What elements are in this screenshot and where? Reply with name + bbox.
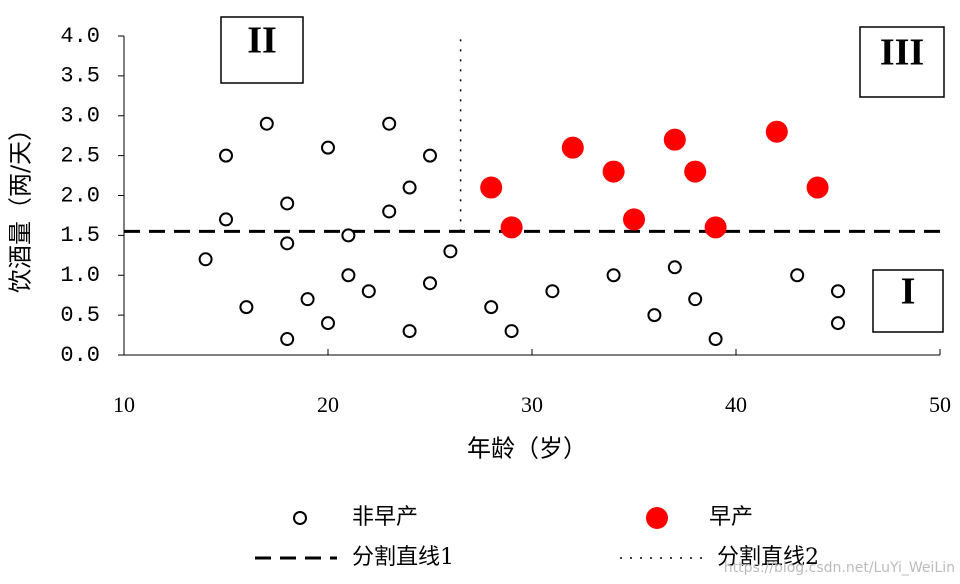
legend-label: 非早产 xyxy=(352,505,418,530)
point-filled xyxy=(806,176,829,199)
x-axis-title: 年龄（岁） xyxy=(467,435,587,463)
x-tick-label: 20 xyxy=(317,392,339,417)
point-open xyxy=(423,148,437,163)
point-open xyxy=(361,284,376,299)
y-tick-label: 2.5 xyxy=(60,143,100,168)
point-open xyxy=(300,292,315,307)
point-open xyxy=(280,332,295,347)
point-filled xyxy=(663,128,686,151)
point-filled xyxy=(480,176,503,199)
y-tick-label: 2.0 xyxy=(60,183,100,208)
point-filled xyxy=(765,120,788,143)
point-open xyxy=(423,276,437,291)
region-box xyxy=(859,26,945,98)
point-open xyxy=(504,324,519,339)
x-tick-label: 50 xyxy=(929,392,951,417)
x-tick-label: 40 xyxy=(725,392,747,417)
y-tick-label: 0.0 xyxy=(60,343,100,368)
point-open xyxy=(402,324,417,339)
point-open xyxy=(484,300,499,315)
point-filled xyxy=(684,160,707,183)
point-open xyxy=(382,204,397,219)
y-tick-label: 0.5 xyxy=(60,303,100,328)
point-open xyxy=(198,252,213,267)
legend-marker xyxy=(646,507,668,529)
x-tick-label: 30 xyxy=(521,392,543,417)
point-filled xyxy=(623,208,645,231)
point-open xyxy=(647,308,662,323)
region-label: III xyxy=(880,32,924,74)
point-open xyxy=(239,300,254,315)
point-open xyxy=(219,148,233,163)
legend-label: 分割直线1 xyxy=(352,545,454,570)
point-open xyxy=(341,228,356,243)
point-open xyxy=(545,284,560,299)
region-box xyxy=(220,16,304,84)
point-open xyxy=(382,116,397,131)
point-open xyxy=(667,260,682,275)
y-axis-title: 饮酒量（两/天） xyxy=(7,117,35,293)
legend-label: 早产 xyxy=(709,505,753,530)
point-open xyxy=(606,268,621,283)
point-open xyxy=(708,332,723,347)
point-open xyxy=(219,212,233,227)
point-filled xyxy=(602,160,625,183)
point-open xyxy=(688,292,703,307)
legend-label: 分割直线2 xyxy=(717,545,819,570)
point-open xyxy=(259,116,274,131)
y-tick-label: 3.5 xyxy=(60,64,100,89)
point-open xyxy=(280,196,295,211)
point-filled xyxy=(500,216,523,239)
point-open xyxy=(831,284,845,299)
point-open xyxy=(831,316,845,331)
point-open xyxy=(402,180,417,195)
point-open xyxy=(321,316,335,331)
point-open xyxy=(790,268,805,283)
watermark: https://blog.csdn.net/LuYi_WeiLin xyxy=(724,560,955,576)
point-open xyxy=(321,140,335,155)
legend-marker xyxy=(293,511,307,525)
y-tick-label: 1.5 xyxy=(60,223,100,248)
point-filled xyxy=(561,136,584,159)
y-tick-label: 3.0 xyxy=(60,104,100,129)
point-filled xyxy=(704,216,727,239)
region-label: I xyxy=(901,271,916,313)
y-tick-label: 4.0 xyxy=(60,24,100,49)
point-open xyxy=(280,236,295,251)
x-tick-label: 10 xyxy=(113,392,135,417)
y-tick-label: 1.0 xyxy=(60,263,100,288)
point-open xyxy=(443,244,458,259)
region-box xyxy=(872,269,944,333)
region-label: II xyxy=(247,20,277,62)
point-open xyxy=(341,268,356,283)
